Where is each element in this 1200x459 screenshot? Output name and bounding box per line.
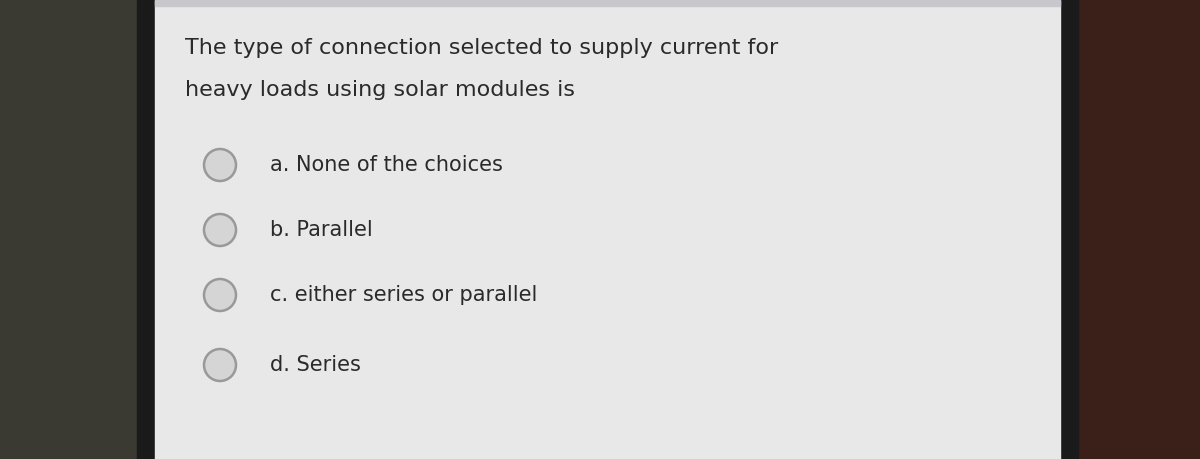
Bar: [0, 0, 155, 459]
Text: d. Series: d. Series: [270, 355, 361, 375]
Text: a. None of the choices: a. None of the choices: [270, 155, 503, 175]
Bar: [155, 0, 1060, 6]
Bar: [155, 0, 1060, 459]
Text: c. either series or parallel: c. either series or parallel: [270, 285, 538, 305]
Ellipse shape: [204, 149, 236, 181]
Ellipse shape: [204, 349, 236, 381]
Bar: [1060, 0, 1078, 459]
Bar: [137, 0, 155, 459]
Ellipse shape: [204, 214, 236, 246]
Text: b. Parallel: b. Parallel: [270, 220, 373, 240]
Text: The type of connection selected to supply current for: The type of connection selected to suppl…: [185, 38, 779, 58]
Ellipse shape: [204, 279, 236, 311]
Bar: [1060, 0, 1200, 459]
Text: heavy loads using solar modules is: heavy loads using solar modules is: [185, 80, 575, 100]
